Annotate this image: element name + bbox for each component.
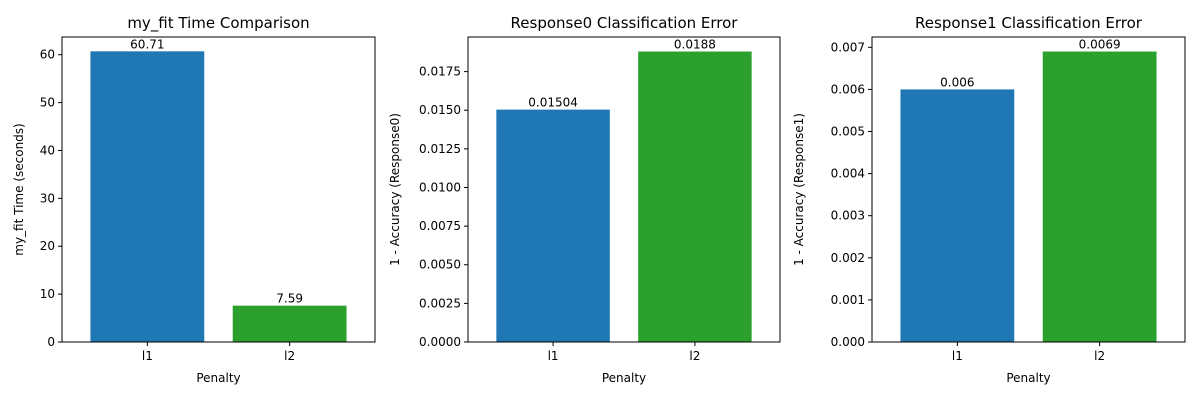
- x-axis-label: Penalty: [1006, 371, 1050, 385]
- x-tick-label: l2: [1094, 349, 1105, 363]
- chart-panel-2: Response0 Classification Error 0.01504 0.0…: [388, 14, 781, 385]
- chart-title: Response1 Classification Error: [915, 14, 1143, 32]
- y-tick-label: 20: [40, 239, 55, 253]
- chart-title: Response0 Classification Error: [511, 14, 739, 32]
- bar-value-label: 0.0069: [1079, 38, 1121, 52]
- y-tick-label: 0.0150: [419, 103, 461, 117]
- y-tick-label: 0.0100: [419, 180, 461, 194]
- bar-value-label: 60.71: [130, 37, 164, 51]
- bar-value-label: 7.59: [276, 292, 303, 306]
- y-tick-label: 0.007: [831, 40, 865, 54]
- y-axis-label: my_fit Time (seconds): [12, 123, 26, 255]
- y-tick-label: 0: [47, 335, 55, 349]
- bar-l1: [90, 51, 205, 343]
- bar-l2: [232, 305, 347, 342]
- bar-l2: [638, 51, 752, 343]
- y-tick-label: 0.002: [831, 251, 865, 265]
- x-tick-label: l1: [548, 349, 559, 363]
- y-tick-label: 0.004: [831, 167, 865, 181]
- chart-panel-1: my_fit Time Comparison 60.71 7.59 0 10 20 30 40…: [12, 14, 376, 385]
- x-tick-label: l2: [284, 349, 295, 363]
- y-tick-label: 0.001: [831, 293, 865, 307]
- x-axis-label: Penalty: [196, 371, 240, 385]
- plot-frame: [467, 36, 781, 343]
- y-tick-label: 0.000: [831, 335, 865, 349]
- chart-title: my_fit Time Comparison: [127, 14, 309, 33]
- y-tick-label: 0.0125: [419, 142, 461, 156]
- bar-l1: [900, 89, 1015, 342]
- y-tick-label: 0.006: [831, 82, 865, 96]
- y-tick-label: 0.0000: [419, 335, 461, 349]
- y-tick-label: 0.005: [831, 125, 865, 139]
- y-tick-label: 0.0075: [419, 219, 461, 233]
- y-tick-label: 10: [40, 287, 55, 301]
- y-axis-label: 1 - Accuracy (Response0): [388, 113, 402, 266]
- y-tick-label: 0.0025: [419, 296, 461, 310]
- y-tick-label: 0.0175: [419, 65, 461, 79]
- bar-value-label: 0.0188: [674, 38, 716, 52]
- y-axis-label: 1 - Accuracy (Response1): [792, 113, 806, 266]
- x-tick-label: l1: [142, 349, 153, 363]
- chart-panel-3: Response1 Classification Error 0.006 0.006…: [792, 14, 1186, 385]
- bar-l2: [1042, 51, 1157, 343]
- y-tick-label: 0.003: [831, 209, 865, 223]
- bar-value-label: 0.006: [940, 75, 974, 89]
- x-axis-label: Penalty: [602, 371, 646, 385]
- y-tick-label: 40: [40, 143, 55, 157]
- plot-frame: [871, 36, 1186, 343]
- plot-frame: [61, 36, 376, 343]
- y-tick-label: 50: [40, 96, 55, 110]
- x-tick-label: l2: [689, 349, 700, 363]
- y-tick-label: 0.0050: [419, 258, 461, 272]
- bar-l1: [496, 109, 610, 342]
- bar-value-label: 0.01504: [528, 96, 578, 110]
- y-tick-label: 60: [40, 48, 55, 62]
- x-tick-label: l1: [952, 349, 963, 363]
- y-tick-label: 30: [40, 191, 55, 205]
